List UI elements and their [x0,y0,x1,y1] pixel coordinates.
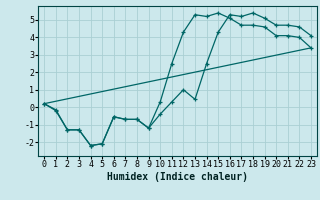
X-axis label: Humidex (Indice chaleur): Humidex (Indice chaleur) [107,172,248,182]
